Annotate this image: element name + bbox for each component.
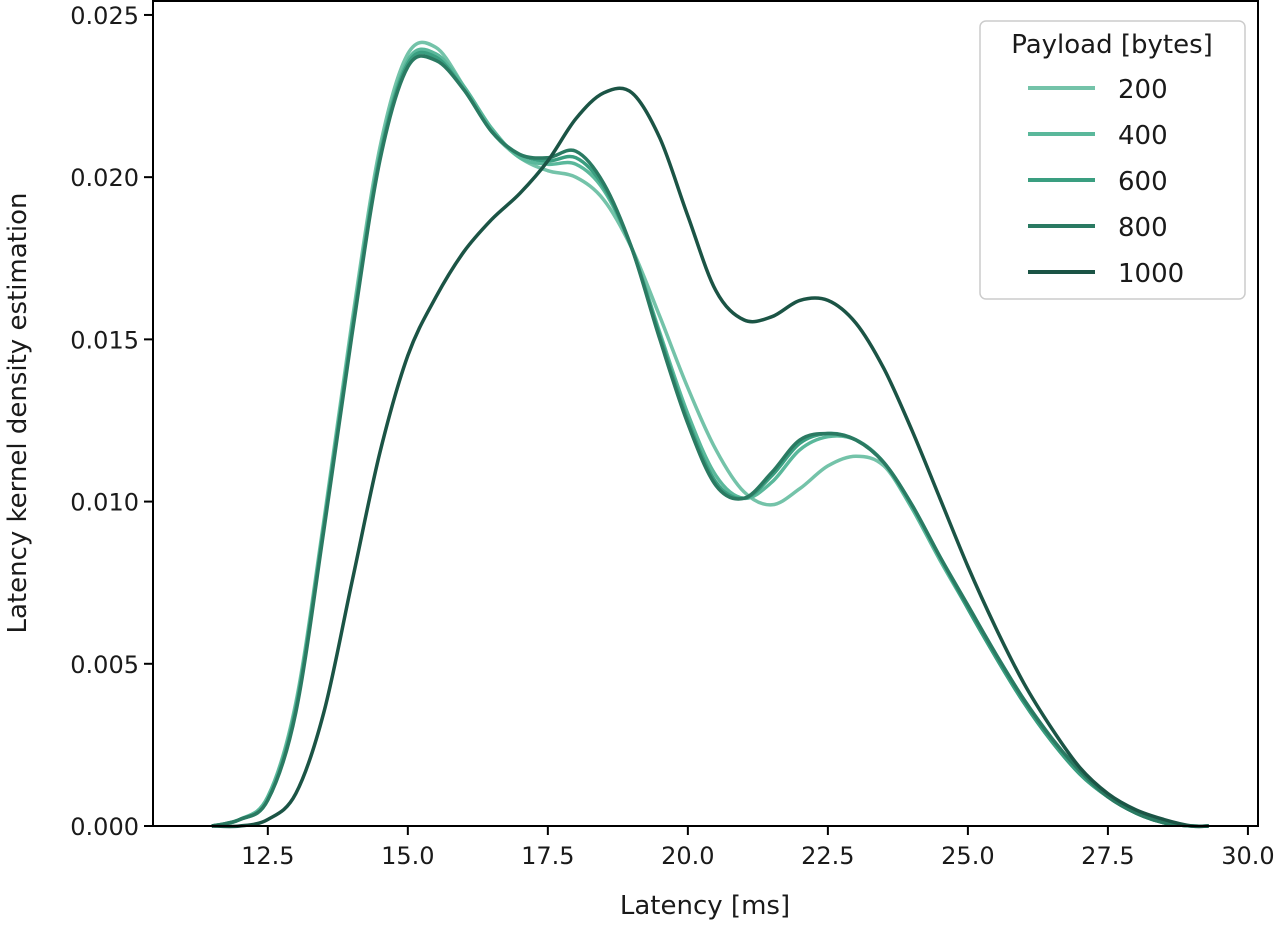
- x-tick-label: 27.5: [1081, 842, 1134, 870]
- series-lines: [211, 40, 1209, 829]
- x-tick-label: 20.0: [661, 842, 714, 870]
- series-line-800: [211, 54, 1209, 828]
- y-tick-label: 0.000: [70, 813, 139, 841]
- x-tick-label: 25.0: [941, 842, 994, 870]
- legend-title: Payload [bytes]: [1011, 30, 1213, 60]
- y-tick-label: 0.020: [70, 164, 139, 192]
- y-axis-label: Latency kernel density estimation: [3, 193, 33, 634]
- legend-label: 800: [1118, 213, 1168, 243]
- y-axis: 0.000 0.005 0.010 0.015 0.020 0.025: [70, 2, 153, 841]
- legend-box: [979, 20, 1246, 300]
- legend-label: 400: [1118, 121, 1168, 151]
- legend-label: 1000: [1118, 259, 1184, 289]
- legend-label: 600: [1118, 167, 1168, 197]
- x-axis-label: Latency [ms]: [620, 891, 790, 921]
- plot-frame: [152, 0, 1259, 827]
- x-tick-label: 22.5: [801, 842, 854, 870]
- x-tick-label: 15.0: [381, 842, 434, 870]
- x-tick-label: 12.5: [241, 842, 294, 870]
- y-tick-label: 0.025: [70, 2, 139, 30]
- y-tick-label: 0.010: [70, 489, 139, 517]
- y-tick-label: 0.015: [70, 326, 139, 354]
- x-tick-label: 17.5: [521, 842, 574, 870]
- series-line-1000: [211, 86, 1209, 829]
- legend-label: 200: [1118, 75, 1168, 105]
- x-axis: 12.5 15.0 17.5 20.0 22.5 25.0 27.5 30.0: [241, 826, 1275, 870]
- x-tick-label: 30.0: [1221, 842, 1274, 870]
- y-tick-label: 0.005: [70, 651, 139, 679]
- legend: Payload [bytes] 200 400 600 800 1000: [979, 20, 1246, 300]
